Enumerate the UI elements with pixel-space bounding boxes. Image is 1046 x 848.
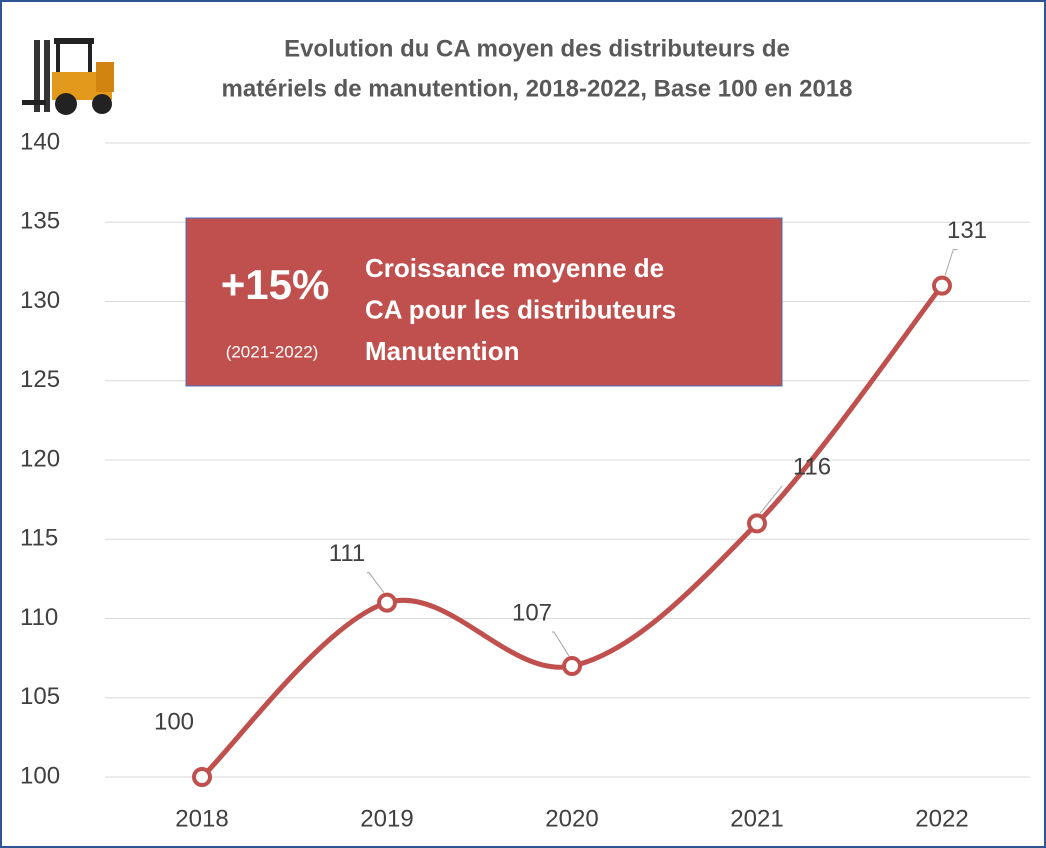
data-label: 100 — [154, 708, 194, 735]
y-tick-label: 115 — [20, 525, 58, 552]
x-tick-label: 2021 — [730, 805, 783, 832]
leader-line — [944, 249, 958, 276]
marker — [377, 592, 397, 613]
y-tick-label: 135 — [20, 208, 60, 235]
forklift-icon — [22, 38, 114, 115]
marker — [562, 656, 582, 677]
leader-line — [552, 631, 570, 657]
annotation-text: Croissance moyenne de — [365, 253, 664, 283]
leader-line — [759, 485, 783, 514]
x-tick-label: 2019 — [360, 805, 413, 832]
y-tick-label: 100 — [20, 762, 60, 789]
y-tick-label: 130 — [20, 287, 60, 314]
x-tick-label: 2022 — [915, 805, 968, 832]
data-label: 107 — [512, 599, 552, 626]
y-tick-label: 120 — [20, 445, 60, 472]
marker — [192, 767, 212, 787]
x-tick-label: 2020 — [545, 805, 598, 832]
y-tick-label: 110 — [20, 604, 58, 631]
annotation-period: (2021-2022) — [226, 342, 319, 361]
annotation-box — [185, 217, 783, 387]
annotation-headline: +15% — [221, 261, 330, 308]
data-label: 131 — [947, 217, 987, 244]
y-tick-label: 140 — [20, 128, 60, 155]
data-label: 116 — [793, 454, 831, 481]
marker — [932, 275, 952, 296]
chart-title: Evolution du CA moyen des distributeurs … — [284, 35, 790, 62]
leader-line — [367, 572, 385, 593]
y-tick-label: 105 — [20, 683, 60, 710]
chart-title: matériels de manutention, 2018-2022, Bas… — [222, 75, 853, 102]
data-label: 111 — [329, 540, 365, 567]
marker — [747, 513, 767, 534]
x-tick-label: 2018 — [175, 805, 228, 832]
y-tick-label: 125 — [20, 366, 60, 393]
annotation-text: CA pour les distributeurs — [365, 294, 676, 324]
annotation-text: Manutention — [365, 336, 520, 366]
